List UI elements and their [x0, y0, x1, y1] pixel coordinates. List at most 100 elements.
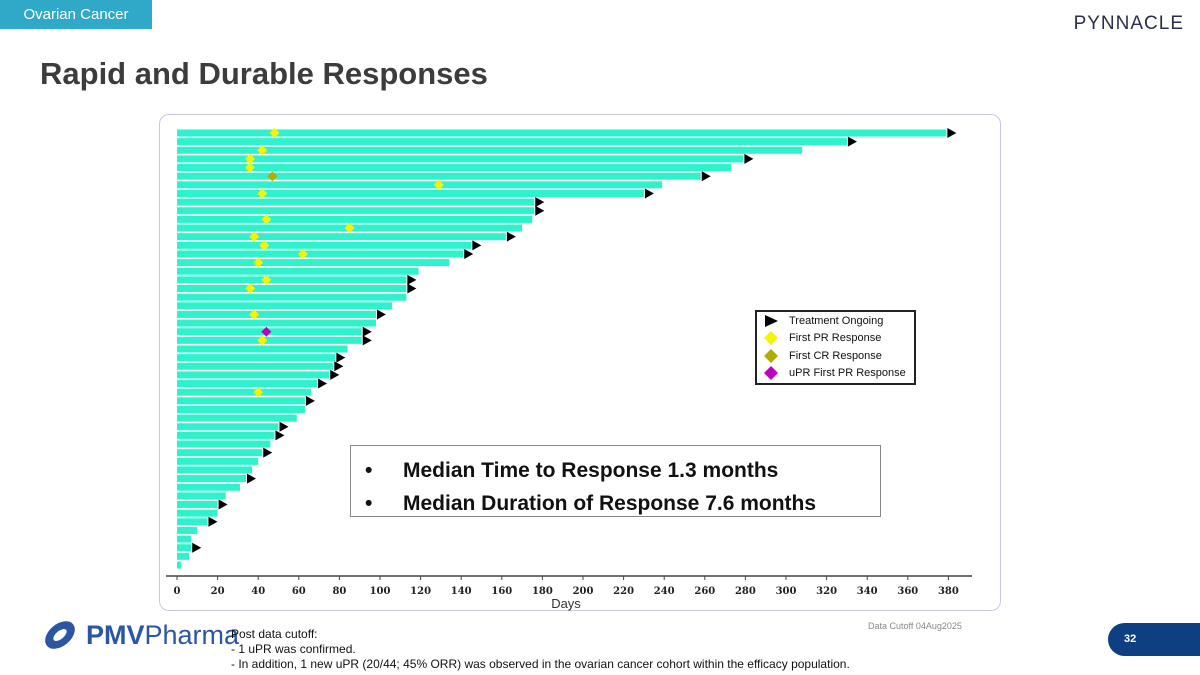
treatment-ongoing-marker [701, 171, 711, 182]
pmv-pharma-logo: PMVPharma [40, 615, 239, 655]
x-axis-label: Days [551, 596, 581, 611]
patient-bar [177, 457, 259, 465]
patient-bar [177, 552, 190, 560]
treatment-ongoing-marker [847, 136, 857, 147]
x-tick-label: 240 [654, 586, 675, 597]
patient-bar [177, 198, 535, 206]
diamond-icon [764, 348, 778, 363]
diamond-icon [764, 331, 778, 346]
x-tick-label: 100 [370, 586, 391, 597]
patient-bar [177, 310, 376, 318]
patient-bar [177, 164, 732, 172]
x-tick-label: 380 [938, 586, 959, 597]
first-pr-marker [245, 283, 256, 294]
treatment-ongoing-marker [472, 240, 482, 251]
patient-bar [177, 181, 663, 189]
patient-bar [177, 466, 253, 474]
data-cutoff: Data Cutoff 04Aug2025 [868, 621, 962, 631]
diamond-icon [764, 366, 778, 381]
first-pr-marker [261, 214, 272, 225]
treatment-ongoing-marker [376, 309, 386, 320]
patient-bar [177, 129, 947, 137]
patient-bar [177, 475, 247, 483]
patient-bar [177, 241, 472, 249]
note-line: - In addition, 1 new uPR (20/44; 45% ORR… [231, 657, 850, 671]
note-line: - 1 uPR was confirmed. [231, 642, 356, 656]
x-tick-label: 20 [211, 586, 225, 597]
treatment-ongoing-marker [506, 231, 516, 242]
patient-bar [177, 345, 348, 353]
treatment-ongoing-marker [247, 473, 257, 484]
legend-item-cr: First CR Response [757, 347, 914, 365]
patient-bar [177, 233, 506, 241]
patient-bar [177, 509, 218, 517]
x-tick-label: 300 [776, 586, 797, 597]
treatment-ongoing-marker [644, 188, 654, 199]
treatment-ongoing-marker [330, 369, 340, 380]
section-tag: Ovarian Cancer [0, 0, 152, 29]
patient-bar [177, 207, 535, 215]
patient-bar [177, 336, 362, 344]
patient-bar [177, 544, 192, 552]
patient-bar [177, 483, 240, 491]
patient-bar [177, 431, 275, 439]
patient-bar [177, 535, 192, 543]
treatment-ongoing-marker [318, 378, 328, 389]
treatment-ongoing-marker [208, 516, 218, 527]
patient-bar [177, 414, 297, 422]
median-item: • Median Duration of Response 7.6 months [365, 487, 880, 520]
patient-bar [177, 492, 226, 500]
patient-bar [177, 561, 182, 569]
footnotes: Post data cutoff: - 1 uPR was confirmed.… [231, 627, 850, 672]
treatment-ongoing-marker [305, 395, 315, 406]
treatment-ongoing-marker [535, 197, 545, 208]
first-pr-marker [297, 248, 308, 259]
treatment-ongoing-marker [279, 421, 289, 432]
treatment-ongoing-marker [744, 153, 754, 164]
treatment-ongoing-marker [362, 326, 372, 337]
patient-bar [177, 138, 847, 146]
x-tick-label: 220 [613, 586, 634, 597]
patient-bar [177, 380, 318, 388]
first-pr-marker [253, 257, 264, 268]
treatment-ongoing-marker [407, 283, 417, 294]
bullet: • [365, 491, 373, 515]
patient-bar [177, 215, 533, 223]
upr-marker [261, 326, 272, 337]
first-pr-marker [261, 274, 272, 285]
legend-label: First CR Response [789, 349, 882, 362]
patient-bar [177, 423, 279, 431]
patient-bar [177, 449, 263, 457]
patient-bar [177, 276, 407, 284]
patient-bar [177, 146, 803, 154]
patient-bar [177, 189, 644, 197]
treatment-ongoing-marker [336, 352, 346, 363]
first-pr-marker [269, 128, 280, 138]
first-pr-marker [249, 309, 260, 320]
patient-bar [177, 293, 407, 301]
x-tick-label: 200 [573, 586, 594, 597]
median-time-to-response: Median Time to Response 1.3 months [403, 458, 779, 482]
patient-bar [177, 155, 744, 163]
x-tick-label: 0 [174, 586, 181, 597]
page-number: 32 [1108, 623, 1200, 656]
first-pr-marker [257, 145, 268, 156]
patient-bar [177, 518, 208, 526]
median-duration-of-response: Median Duration of Response 7.6 months [403, 491, 817, 515]
x-tick-label: 340 [857, 586, 878, 597]
first-pr-marker [253, 387, 264, 398]
patient-bar [177, 285, 407, 293]
treatment-ongoing-marker [362, 335, 372, 346]
first-pr-marker [257, 188, 268, 199]
x-tick-label: 320 [816, 586, 837, 597]
treatment-ongoing-marker [263, 447, 273, 458]
treatment-ongoing-marker [464, 248, 474, 259]
pynnacle-logo: PYNNACLE [1073, 13, 1184, 34]
patient-bar [177, 267, 419, 275]
first-pr-marker [344, 223, 355, 234]
first-pr-marker [433, 179, 444, 190]
first-pr-marker [259, 240, 270, 251]
x-tick-label: 260 [694, 586, 715, 597]
treatment-ongoing-marker [947, 128, 957, 138]
treatment-ongoing-marker [334, 361, 344, 372]
